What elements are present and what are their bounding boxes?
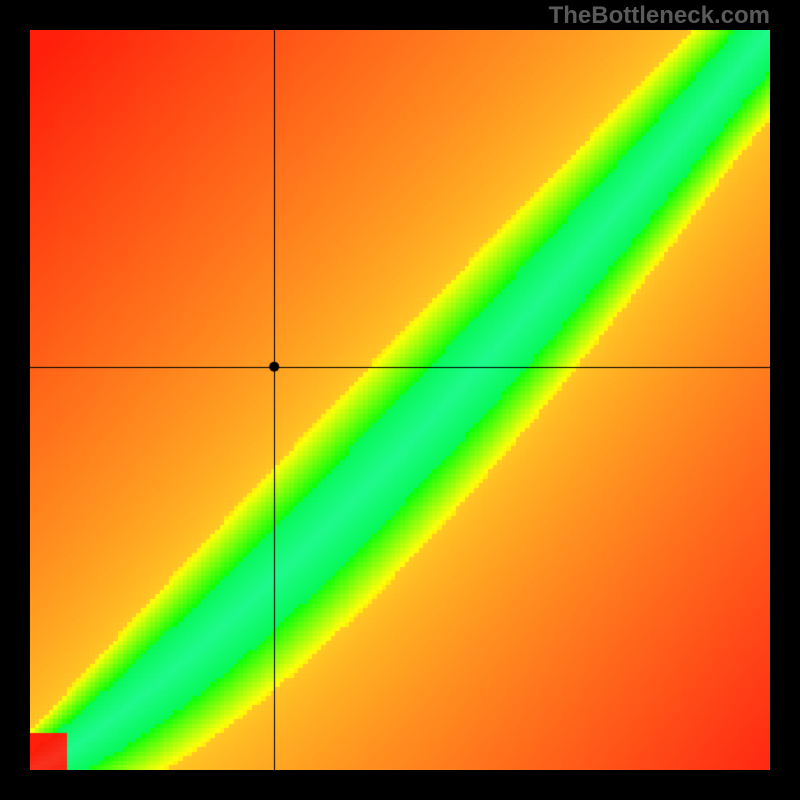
heatmap-canvas	[30, 30, 770, 770]
chart-container: TheBottleneck.com	[0, 0, 800, 800]
watermark-label: TheBottleneck.com	[549, 2, 770, 30]
